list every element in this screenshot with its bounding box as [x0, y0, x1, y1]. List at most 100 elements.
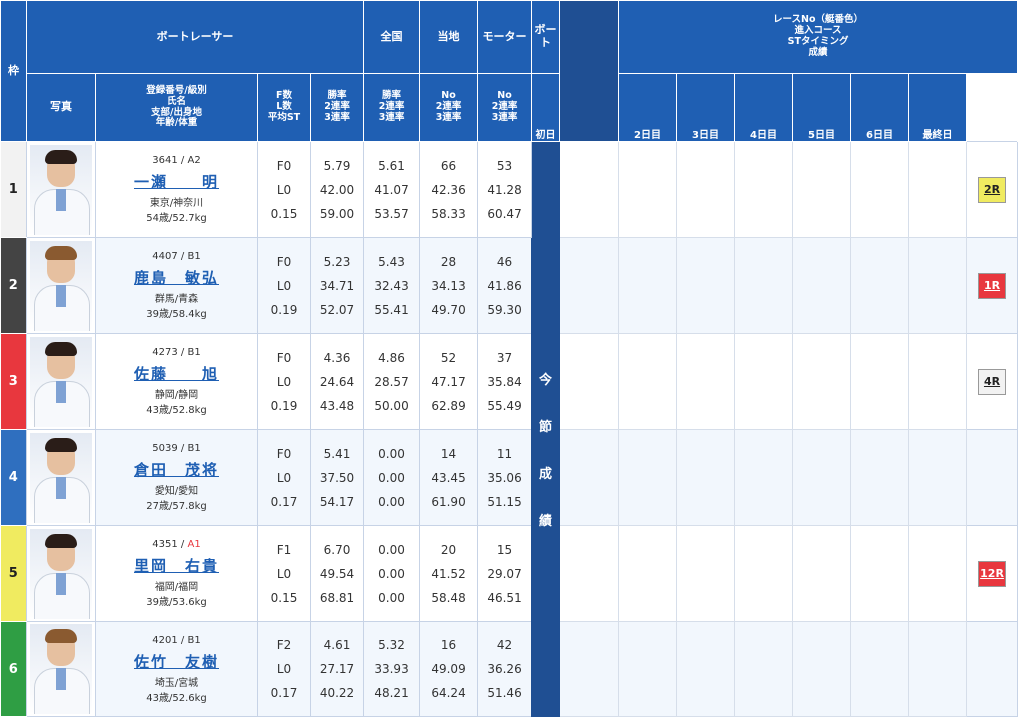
boat-header: ボート: [531, 0, 561, 74]
hayami-cell: 2R: [966, 141, 1018, 238]
day-result-cell: [792, 333, 852, 430]
motor-stats-mno: 16: [440, 638, 457, 652]
zenkoku-stats-zw: 4.36: [323, 350, 351, 365]
racer-class: B1: [187, 347, 201, 358]
waku-number: 5: [0, 525, 27, 622]
racer-area: 愛知/愛知: [154, 486, 199, 497]
day-result-cell: [850, 141, 910, 238]
day-result-cell: [908, 333, 968, 430]
racer-profile: 3641 / A2 一瀬 明東京/神奈川 54歳/52.7kg: [95, 141, 258, 238]
profile-header-age: 年齢/体重: [155, 117, 198, 129]
konsetsu-char: 績: [539, 514, 553, 529]
racer-name-link[interactable]: 里岡 右貴: [133, 557, 219, 575]
boat-stats-bno: 53: [496, 158, 513, 173]
motor-stats-m3: 62.89: [431, 398, 466, 413]
racer-name-link[interactable]: 倉田 茂将: [133, 461, 219, 479]
boat-sub-no: No: [497, 90, 512, 102]
zenkoku-stats-z3: 68.81: [319, 590, 355, 605]
racer-name-link[interactable]: 鹿島 敏弘: [133, 269, 219, 287]
touchi-stats-t3: 55.41: [374, 302, 409, 317]
day-result-cell: [559, 525, 620, 622]
racer-name-link[interactable]: 佐藤 旭: [133, 365, 219, 383]
hayami-race-link[interactable]: 1R: [978, 272, 1007, 299]
racer-age-weight: 54歳/52.7kg: [146, 213, 207, 224]
racer-photo: [26, 141, 96, 238]
racer-row: 3 4273 / B1 佐藤 旭静岡/静岡 43歳/52.8kg F0 L0 0.19 4.3…: [0, 333, 1018, 430]
touchi-stats-t2: 28.57: [374, 374, 409, 389]
zenkoku-sub-header: 勝率 2連率 3連率: [309, 73, 365, 142]
touchi-stats-t2: 32.43: [374, 278, 409, 293]
boat-stats-b3: 46.51: [487, 590, 522, 605]
racer-age-weight: 39歳/53.6kg: [146, 597, 207, 608]
zenkoku-stats: 6.70 49.54 68.81: [309, 525, 365, 622]
day-result-cell: [618, 525, 678, 622]
boat-racer-header: ボートレーサー: [25, 0, 365, 74]
motor-stats-m3: 61.90: [431, 494, 466, 509]
day-result-cell: [850, 429, 910, 526]
zenkoku-sub-3: 3連率: [324, 111, 350, 123]
racer-class: B1: [187, 443, 201, 454]
zenkoku-stats: 4.61 27.17 40.22: [309, 621, 365, 717]
boat-stats-bno: 11: [496, 446, 513, 461]
fl-stats: F0 L0 0.17: [257, 429, 311, 526]
racer-profile: 4407 / B1 鹿島 敏弘 群馬/青森 39歳/58.4kg: [95, 237, 258, 334]
touchi-stats-tw: 5.43: [378, 254, 405, 269]
hayami-race-link[interactable]: 2R: [978, 176, 1007, 203]
profile-header-name: 氏名: [166, 95, 186, 107]
motor-stats-m3: 64.24: [431, 686, 466, 700]
touchi-stats-tw: 0.00: [378, 446, 405, 461]
day-result-cell: [618, 141, 678, 238]
boat-stats-bno: 15: [496, 542, 513, 557]
racer-row: 2 4407 / B1 鹿島 敏弘 群馬/青森 39歳/58.4kg F0 L0 0.19 5.…: [0, 237, 1018, 334]
boat-stats-b2: 35.06: [487, 470, 522, 485]
racer-name-link[interactable]: 一瀬 明: [133, 173, 219, 191]
boat-stats-b2: 41.28: [487, 182, 522, 197]
reg-number: 4351: [152, 539, 178, 550]
motor-stats-m2: 42.36: [431, 182, 466, 197]
day-result-cell: [734, 333, 794, 430]
racer-area: 東京/神奈川: [149, 198, 204, 209]
racer-class: B1: [187, 251, 201, 262]
touchi-sub-win: 勝率: [382, 90, 402, 102]
touchi-stats-t2: 0.00: [378, 566, 405, 581]
zenkoku-stats-zw: 5.23: [323, 254, 351, 269]
touchi-stats: 0.00 0.00 0.00: [363, 429, 421, 526]
day-result-cell: [850, 621, 910, 717]
fl-stats-l: L0: [276, 182, 292, 197]
boat-stats-b3: 51.46: [487, 686, 522, 700]
racer-photo: [26, 333, 96, 430]
racer-name-link[interactable]: 佐竹 友樹: [133, 652, 219, 671]
hayami-cell: 1R: [966, 237, 1018, 334]
hayami-cell: [966, 621, 1018, 717]
day-result-cell: [908, 237, 968, 334]
racer-class: A1: [187, 539, 201, 550]
touchi-stats: 5.32 33.93 48.21: [363, 621, 421, 717]
zenkoku-stats-z3: 54.17: [319, 494, 355, 509]
racer-area: 静岡/静岡: [154, 390, 199, 401]
motor-sub-no: No: [441, 90, 456, 102]
day-3-header: 3日目: [676, 73, 736, 142]
day-result-cell: [850, 237, 910, 334]
fl-stats: F2 L0 0.17: [257, 621, 311, 717]
fl-stats-f: F0: [276, 254, 292, 269]
racer-area: 群馬/青森: [154, 294, 199, 305]
motor-stats-m2: 43.45: [431, 470, 466, 485]
racer-row: 5 4351 / A1 里岡 右貴 福岡/福岡 39歳/53.6kg F1 L0 0.15 6.…: [0, 525, 1018, 622]
day-result-cell: [850, 333, 910, 430]
fl-stats-st: 0.17: [270, 494, 298, 509]
touchi-stats-t3: 53.57: [374, 206, 409, 221]
touchi-sub-3: 3連率: [378, 111, 405, 123]
fl-stats-f: F2: [276, 638, 292, 652]
day-result-cell: [792, 141, 852, 238]
boat-stats: 53 41.28 60.47: [477, 141, 533, 238]
zenkoku-stats-zw: 4.61: [323, 638, 351, 652]
zenkoku-stats-z2: 24.64: [319, 374, 355, 389]
day-result-cell: [908, 621, 968, 717]
hayami-race-link[interactable]: 4R: [978, 368, 1007, 395]
motor-stats: 66 42.36 58.33: [419, 141, 479, 238]
zenkoku-stats-z3: 59.00: [319, 206, 355, 221]
waku-header: 枠: [0, 0, 27, 142]
zenkoku-stats: 5.41 37.50 54.17: [309, 429, 365, 526]
hayami-race-link[interactable]: 12R: [978, 560, 1007, 587]
touchi-stats-tw: 5.61: [378, 158, 405, 173]
